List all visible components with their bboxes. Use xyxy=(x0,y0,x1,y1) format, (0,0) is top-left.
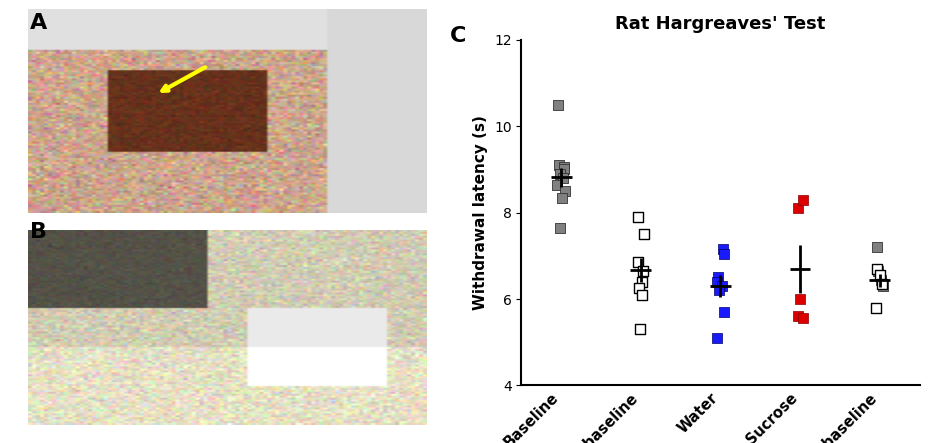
Point xyxy=(631,285,647,292)
Point xyxy=(636,268,651,275)
Point xyxy=(874,276,889,283)
Point xyxy=(630,259,646,266)
Text: A: A xyxy=(30,13,47,33)
Point xyxy=(636,231,651,238)
Point xyxy=(556,164,572,171)
Point xyxy=(553,224,568,231)
Point xyxy=(795,196,811,203)
Point xyxy=(710,334,725,342)
Point xyxy=(550,181,565,188)
Point xyxy=(716,308,731,315)
Point xyxy=(875,283,890,290)
Point xyxy=(790,205,805,212)
Point xyxy=(790,313,805,320)
Point xyxy=(556,166,572,173)
Point xyxy=(869,265,884,272)
Point xyxy=(875,280,890,288)
Text: C: C xyxy=(449,26,466,46)
Point xyxy=(869,244,884,251)
Text: B: B xyxy=(30,222,47,241)
Point xyxy=(793,295,808,303)
Point xyxy=(557,187,573,194)
Point xyxy=(710,278,725,285)
Point xyxy=(551,162,566,169)
Point xyxy=(872,272,887,279)
Point xyxy=(552,170,567,177)
Point xyxy=(635,278,650,285)
Point xyxy=(632,326,647,333)
Point xyxy=(711,287,726,294)
Point xyxy=(551,101,566,108)
Point xyxy=(555,194,570,201)
Point xyxy=(870,268,885,275)
Point xyxy=(710,274,725,281)
Title: Rat Hargreaves' Test: Rat Hargreaves' Test xyxy=(615,15,826,33)
Point xyxy=(716,246,731,253)
Point xyxy=(556,175,571,182)
Y-axis label: Withdrawal latency (s): Withdrawal latency (s) xyxy=(473,115,488,310)
Point xyxy=(716,250,731,257)
Point xyxy=(795,315,811,322)
Point xyxy=(868,304,884,311)
Point xyxy=(634,291,649,298)
Point xyxy=(715,283,730,290)
Point xyxy=(630,214,646,221)
